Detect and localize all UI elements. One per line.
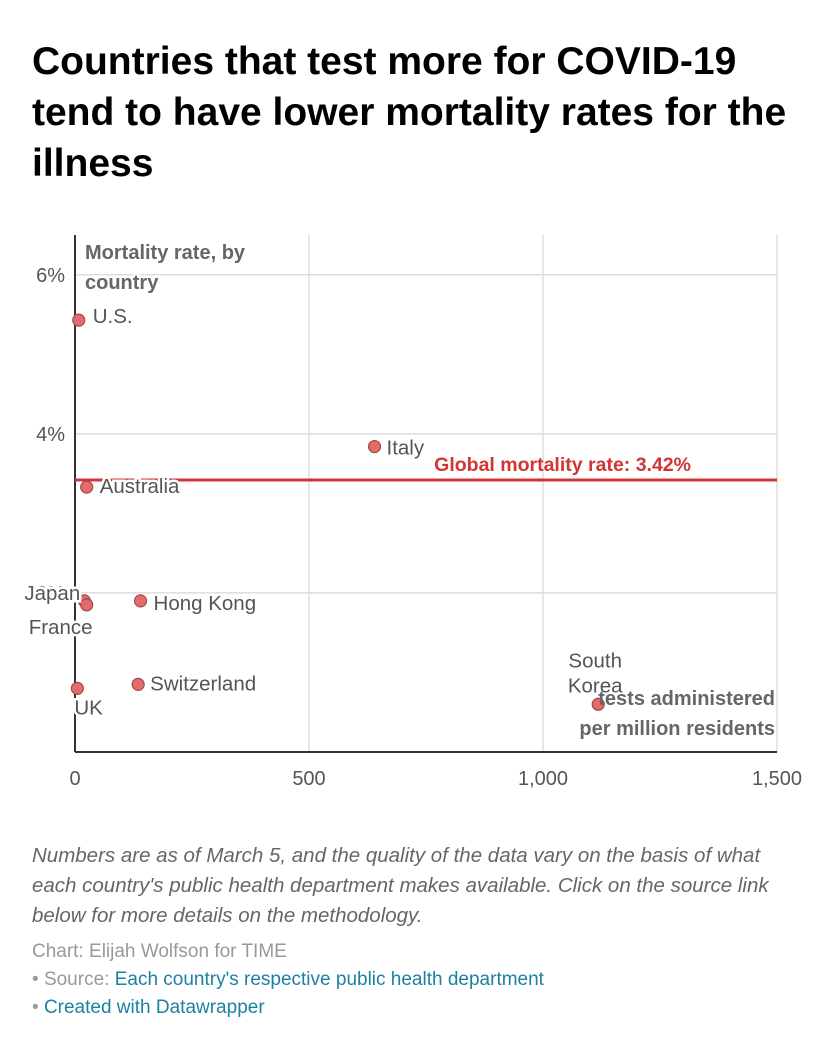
data-point <box>80 598 94 612</box>
data-point <box>591 697 605 711</box>
point-label: Switzerland <box>150 672 256 695</box>
y-tick-label: 6% <box>36 265 65 287</box>
created-line: • Created with Datawrapper <box>32 995 265 1021</box>
x-tick-label: 1,500 <box>752 768 802 790</box>
chart-credit: Chart: Elijah Wolfson for TIME <box>32 939 287 965</box>
chart-title: Countries that test more for COVID-19 te… <box>32 40 787 185</box>
y-tick-label: 4% <box>36 424 65 446</box>
data-point <box>72 313 86 327</box>
point-label: Hong Kong <box>154 592 257 615</box>
point-label: South <box>568 649 622 672</box>
global-mortality-label: Global mortality rate: 3.42% <box>434 454 691 476</box>
y-axis-title: Mortality rate, by <box>85 242 246 264</box>
y-axis-title: country <box>85 272 159 294</box>
x-axis-title: per million residents <box>579 718 775 740</box>
source-line: • Source: Each country's respective publ… <box>32 967 544 993</box>
reference-line-group: Global mortality rate: 3.42% <box>75 454 777 482</box>
chart-note: Numbers are as of March 5, and the quali… <box>32 844 769 927</box>
data-point <box>131 677 145 691</box>
y-tick-label: 2% <box>36 583 65 605</box>
data-point <box>80 480 94 494</box>
data-points <box>70 313 605 711</box>
point-label: Japan <box>24 582 80 605</box>
datawrapper-link[interactable]: Created with Datawrapper <box>43 997 265 1018</box>
data-point <box>367 439 382 454</box>
point-label: Italy <box>387 437 425 460</box>
point-label: U.S. <box>93 305 133 328</box>
source-prefix: Source: <box>43 969 115 990</box>
data-point <box>133 594 148 608</box>
chart-credit-text: Chart: Elijah Wolfson for TIME <box>32 941 287 962</box>
point-label: France <box>29 616 93 639</box>
axes: 0 500 1,000 1,500 2% 4% 6% <box>36 235 802 790</box>
chart-labels: Mortality rate, by country U.S. Italy Austra… <box>22 240 775 741</box>
scatter-chart: 0 500 1,000 1,500 2% 4% 6% Global mortality ra… <box>22 235 803 790</box>
grid-lines <box>75 235 778 752</box>
bullet-separator: • <box>32 997 39 1018</box>
data-point <box>70 681 84 695</box>
x-tick-label: 500 <box>292 768 325 790</box>
source-link[interactable]: Each country's respective public health … <box>114 969 544 990</box>
point-label: Korea <box>568 674 623 697</box>
bullet-separator: • <box>32 969 39 990</box>
x-axis-title: tests administered <box>598 688 775 710</box>
x-tick-label: 0 <box>69 768 80 790</box>
point-label: UK <box>74 696 103 719</box>
point-label: Australia <box>100 475 180 498</box>
x-tick-label: 1,000 <box>518 768 568 790</box>
